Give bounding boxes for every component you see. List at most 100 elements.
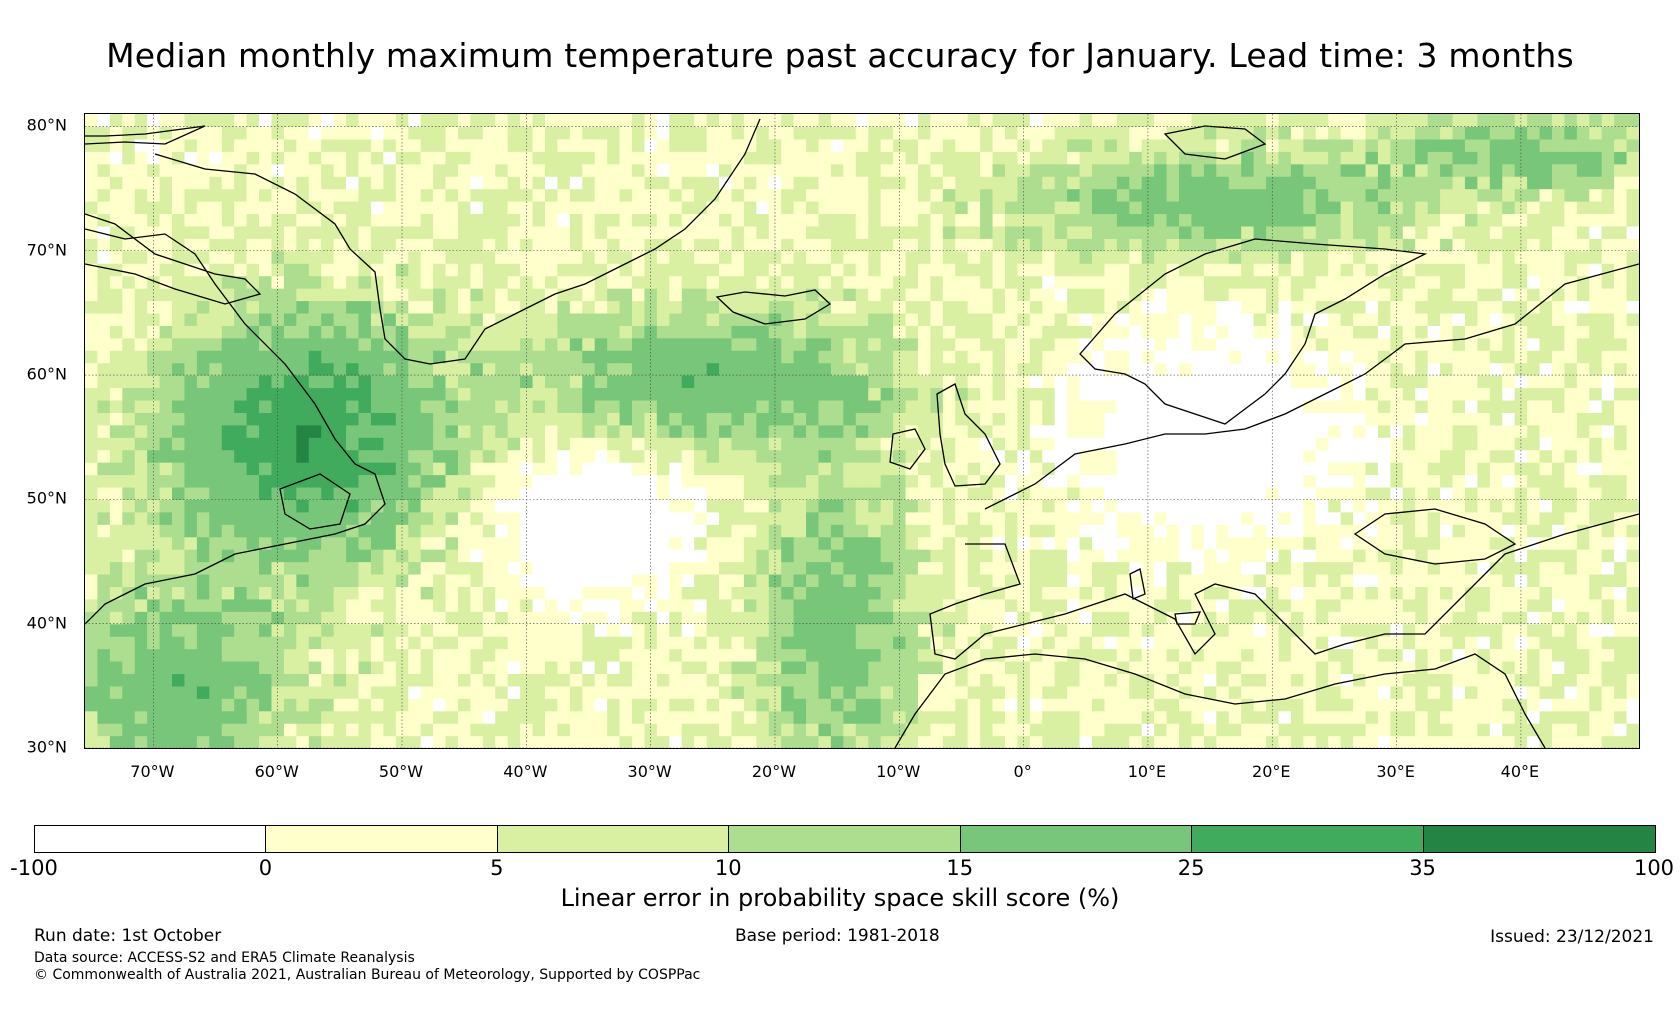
skill-cell bbox=[470, 636, 484, 650]
skill-cell bbox=[1129, 300, 1143, 314]
skill-cell bbox=[955, 201, 969, 215]
skill-cell bbox=[1216, 399, 1230, 413]
skill-cell bbox=[457, 412, 471, 426]
skill-cell bbox=[445, 412, 459, 426]
skill-cell bbox=[1054, 685, 1068, 699]
skill-cell bbox=[917, 201, 931, 215]
skill-cell bbox=[1154, 176, 1168, 190]
skill-cell bbox=[743, 225, 757, 239]
skill-cell bbox=[1054, 337, 1068, 351]
skill-cell bbox=[259, 648, 273, 662]
skill-cell bbox=[408, 499, 422, 513]
skill-cell bbox=[1129, 399, 1143, 413]
skill-cell bbox=[221, 225, 235, 239]
skill-cell bbox=[830, 424, 844, 438]
skill-cell bbox=[1266, 462, 1280, 476]
skill-cell bbox=[321, 337, 335, 351]
skill-cell bbox=[445, 250, 459, 264]
skill-cell bbox=[731, 375, 745, 389]
skill-cell bbox=[234, 362, 248, 376]
skill-cell bbox=[308, 511, 322, 525]
skill-cell bbox=[246, 387, 260, 401]
skill-cell bbox=[756, 685, 770, 699]
skill-cell bbox=[1042, 474, 1056, 488]
skill-cell bbox=[482, 114, 496, 128]
skill-cell bbox=[1253, 623, 1267, 637]
skill-cell bbox=[433, 462, 447, 476]
skill-cell bbox=[395, 176, 409, 190]
skill-cell bbox=[1216, 449, 1230, 463]
skill-cell bbox=[346, 375, 360, 389]
skill-cell bbox=[1154, 735, 1168, 748]
skill-cell bbox=[756, 549, 770, 563]
skill-cell bbox=[619, 673, 633, 687]
skill-cell bbox=[159, 437, 173, 451]
skill-cell bbox=[246, 312, 260, 326]
skill-cell bbox=[246, 263, 260, 277]
skill-cell bbox=[594, 673, 608, 687]
skill-cell bbox=[482, 549, 496, 563]
skill-cell bbox=[109, 449, 123, 463]
skill-cell bbox=[1179, 325, 1193, 339]
skill-cell bbox=[234, 660, 248, 675]
skill-cell bbox=[557, 138, 571, 152]
skill-cell bbox=[557, 524, 571, 538]
skill-cell bbox=[818, 213, 832, 227]
skill-cell bbox=[209, 325, 223, 339]
skill-cell bbox=[520, 673, 534, 687]
skill-cell bbox=[420, 387, 434, 401]
skill-cell bbox=[482, 375, 496, 389]
skill-cell bbox=[880, 337, 894, 351]
skill-cell bbox=[495, 549, 509, 563]
skill-cell bbox=[1266, 474, 1280, 488]
skill-cell bbox=[333, 623, 347, 637]
skill-cell bbox=[955, 250, 969, 264]
skill-cell bbox=[557, 437, 571, 451]
skill-cell bbox=[569, 176, 583, 190]
skill-cell bbox=[806, 685, 820, 699]
skill-cell bbox=[234, 337, 248, 351]
skill-cell bbox=[619, 176, 633, 190]
skill-cell bbox=[495, 337, 509, 351]
skill-cell bbox=[719, 312, 733, 326]
skill-cell bbox=[221, 337, 235, 351]
skill-cell bbox=[457, 685, 471, 699]
skill-cell bbox=[370, 163, 384, 177]
skill-cell bbox=[1241, 586, 1255, 600]
skill-cell bbox=[507, 586, 521, 600]
skill-cell bbox=[259, 213, 273, 227]
skill-cell bbox=[544, 524, 559, 538]
skill-cell bbox=[843, 511, 857, 525]
skill-cell bbox=[756, 511, 770, 525]
skill-cell bbox=[1054, 375, 1068, 389]
skill-cell bbox=[420, 474, 434, 488]
skill-cell bbox=[1029, 312, 1043, 326]
skill-cell bbox=[308, 188, 322, 202]
skill-cell bbox=[234, 387, 248, 401]
skill-cell bbox=[122, 114, 136, 128]
skill-cell bbox=[395, 561, 409, 575]
skill-cell bbox=[259, 486, 273, 500]
skill-cell bbox=[955, 126, 969, 140]
skill-cell bbox=[457, 524, 471, 538]
skill-cell bbox=[209, 573, 223, 587]
skill-cell bbox=[818, 437, 832, 451]
skill-cell bbox=[544, 114, 559, 128]
skill-cell bbox=[781, 623, 795, 637]
skill-cell bbox=[607, 648, 621, 662]
skill-cell bbox=[507, 126, 521, 140]
skill-cell bbox=[445, 213, 459, 227]
skill-cell bbox=[1290, 710, 1304, 724]
skill-cell bbox=[333, 138, 347, 152]
skill-cell bbox=[1241, 623, 1255, 637]
skill-cell bbox=[557, 213, 571, 227]
skill-cell bbox=[781, 375, 795, 389]
skill-cell bbox=[420, 126, 434, 140]
skill-cell bbox=[1029, 126, 1043, 140]
skill-cell bbox=[346, 424, 360, 438]
skill-cell bbox=[147, 424, 161, 438]
skill-cell bbox=[122, 126, 136, 140]
skill-cell bbox=[743, 412, 757, 426]
skill-cell bbox=[408, 375, 422, 389]
skill-cell bbox=[967, 163, 981, 177]
